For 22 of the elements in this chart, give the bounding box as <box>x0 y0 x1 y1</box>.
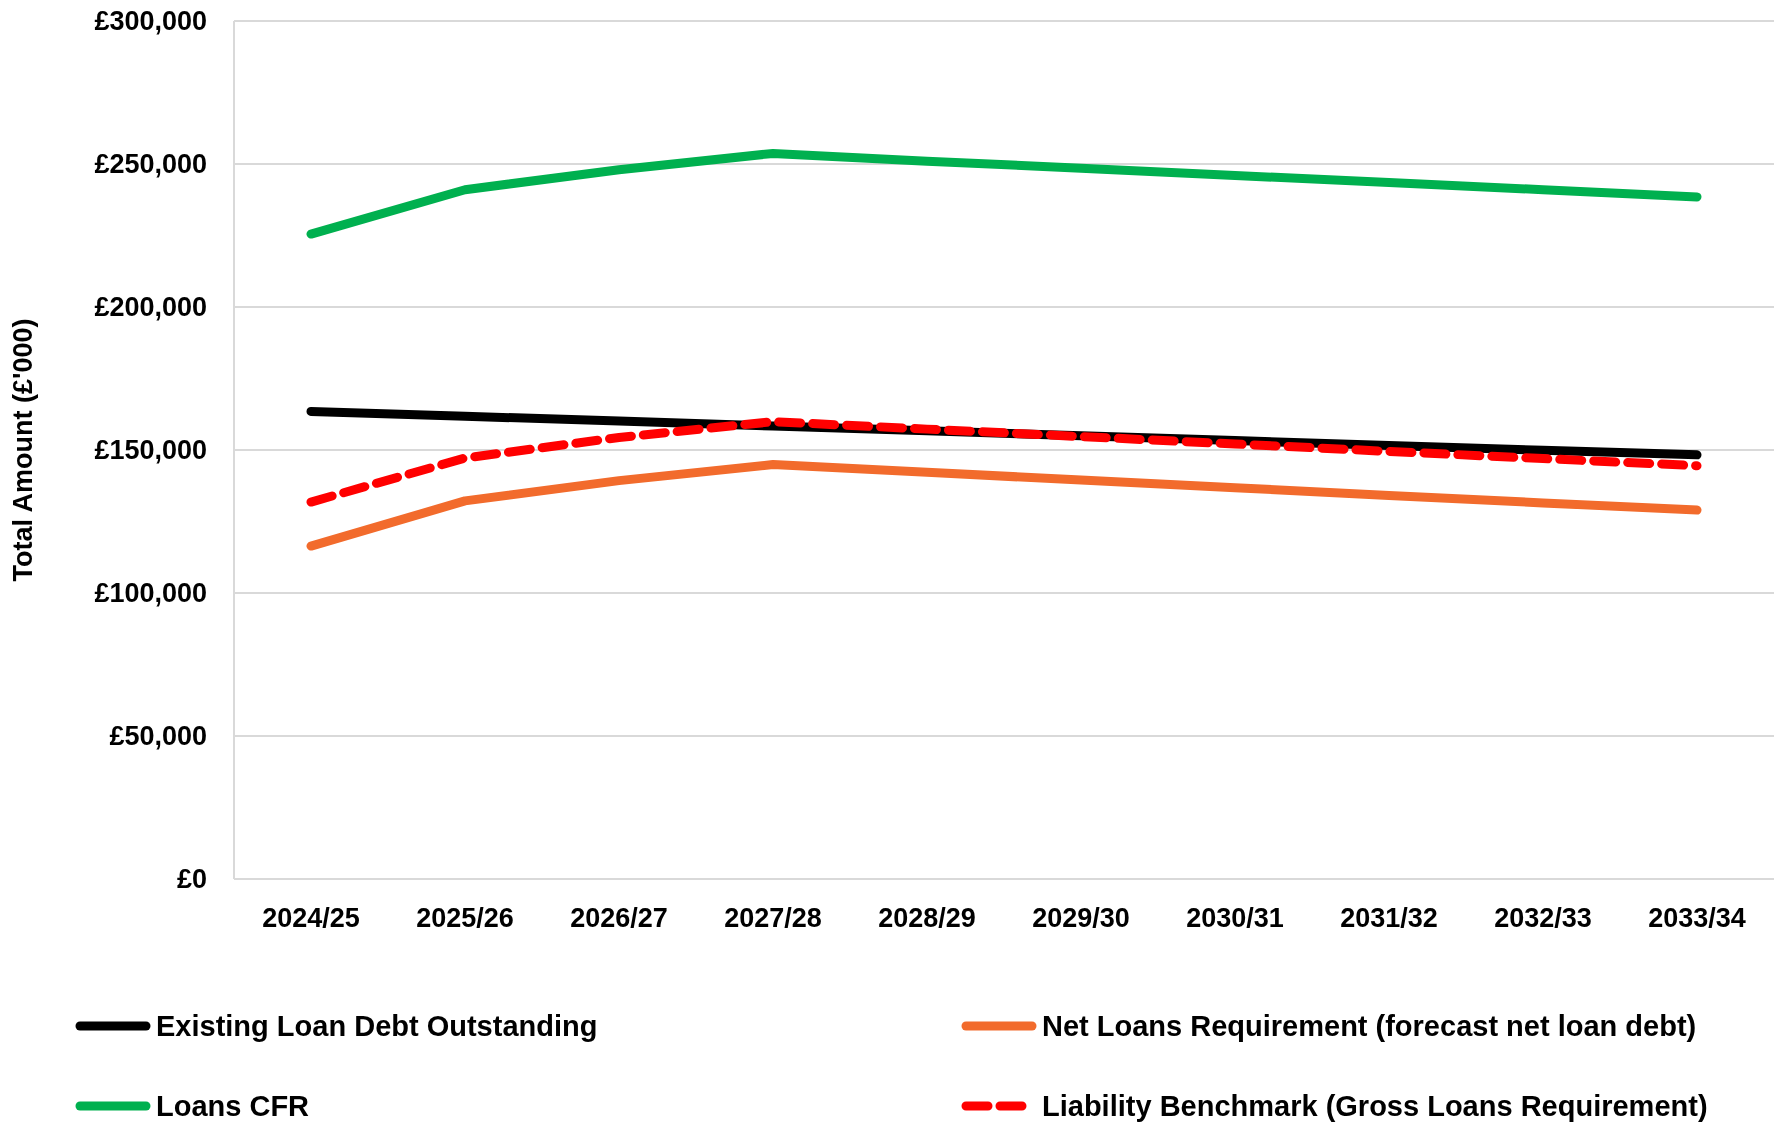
x-tick-label: 2031/32 <box>1340 903 1438 933</box>
y-tick-label: £250,000 <box>94 149 207 180</box>
x-tick-label: 2028/29 <box>878 903 976 933</box>
y-tick-label: £50,000 <box>109 721 207 752</box>
x-tick-label: 2024/25 <box>262 903 360 933</box>
x-tick-label: 2027/28 <box>724 903 822 933</box>
legend-label: Net Loans Requirement (forecast net loan debt) <box>1042 1010 1697 1042</box>
x-tick-label: 2030/31 <box>1186 903 1284 933</box>
y-tick-label: £200,000 <box>94 292 207 323</box>
x-tick-label: 2026/27 <box>570 903 668 933</box>
x-tick-label: 2033/34 <box>1648 903 1746 933</box>
legend-label: Existing Loan Debt Outstanding <box>156 1010 598 1042</box>
y-axis-title: Total Amount (£'000) <box>8 318 38 582</box>
x-tick-label: 2032/33 <box>1494 903 1592 933</box>
y-tick-label: £300,000 <box>94 6 207 37</box>
y-tick-label: £0 <box>176 864 207 895</box>
y-tick-label: £150,000 <box>94 435 207 466</box>
x-tick-label: 2029/30 <box>1032 903 1130 933</box>
legend-label: Liability Benchmark (Gross Loans Requirement) <box>1042 1090 1708 1122</box>
y-tick-label: £100,000 <box>94 578 207 609</box>
x-tick-label: 2025/26 <box>416 903 514 933</box>
legend-label: Loans CFR <box>156 1090 310 1122</box>
